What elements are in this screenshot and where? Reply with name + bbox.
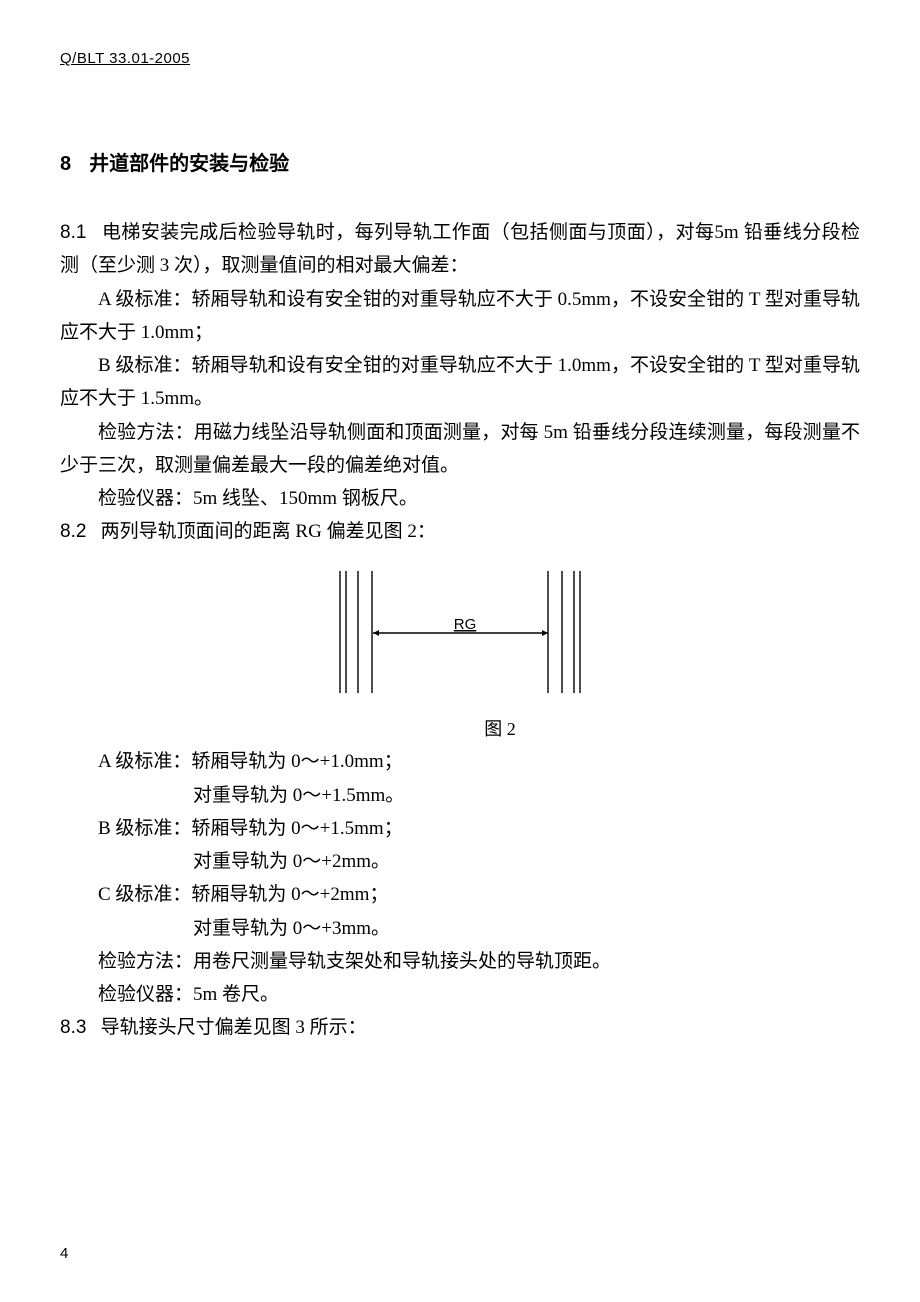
- svg-text:RG: RG: [454, 616, 477, 633]
- sub-8-1: 8.1 电梯安装完成后检验导轨时，每列导轨工作面（包括侧面与顶面），对每5m 铅…: [60, 216, 860, 283]
- sub-8-2-instrument: 检验仪器：5m 卷尺。: [60, 978, 860, 1011]
- sub-8-2: 8.2 两列导轨顶面间的距离 RG 偏差见图 2：: [60, 515, 860, 548]
- sub-8-1-b: B 级标准：轿厢导轨和设有安全钳的对重导轨应不大于 1.0mm，不设安全钳的 T…: [60, 349, 860, 416]
- sub-8-2-method: 检验方法：用卷尺测量导轨支架处和导轨接头处的导轨顶距。: [60, 945, 860, 978]
- section-title-text: 井道部件的安装与检验: [89, 153, 289, 175]
- sub-8-3-lead: 导轨接头尺寸偏差见图 3 所示：: [101, 1017, 367, 1038]
- sub-8-1-method: 检验方法：用磁力线坠沿导轨侧面和顶面测量，对每 5m 铅垂线分段连续测量，每段测…: [60, 416, 860, 483]
- page: Q/BLT 33.01-2005 8 井道部件的安装与检验 8.1 电梯安装完成后…: [0, 0, 920, 1302]
- std-c-line2: 对重导轨为 0～+3mm。: [60, 912, 860, 945]
- sub-number: 8.1: [60, 222, 86, 243]
- sub-8-1-instrument: 检验仪器：5m 线坠、150mm 钢板尺。: [60, 482, 860, 515]
- sub-8-1-a: A 级标准：轿厢导轨和设有安全钳的对重导轨应不大于 0.5mm，不设安全钳的 T…: [60, 283, 860, 350]
- document-id: Q/BLT 33.01-2005: [60, 50, 860, 67]
- figure-2-caption: 图 2: [140, 714, 860, 746]
- std-b-line1: B 级标准：轿厢导轨为 0～+1.5mm；: [60, 812, 860, 845]
- std-b-line2: 对重导轨为 0～+2mm。: [60, 845, 860, 878]
- figure-2: RG: [60, 567, 860, 708]
- sub-8-2-lead: 两列导轨顶面间的距离 RG 偏差见图 2：: [101, 521, 436, 542]
- page-number: 4: [60, 1245, 68, 1262]
- standards-block: A 级标准：轿厢导轨为 0～+1.0mm； 对重导轨为 0～+1.5mm。 B …: [60, 745, 860, 1011]
- sub-8-3: 8.3 导轨接头尺寸偏差见图 3 所示：: [60, 1011, 860, 1044]
- rg-diagram: RG: [330, 567, 590, 697]
- section-title: 8 井道部件的安装与检验: [60, 147, 860, 176]
- sub-8-1-lead: 电梯安装完成后检验导轨时，每列导轨工作面（包括侧面与顶面），对每5m 铅垂线分段…: [60, 222, 860, 276]
- sub-number: 8.2: [60, 521, 86, 542]
- std-a-line2: 对重导轨为 0～+1.5mm。: [60, 779, 860, 812]
- section-number: 8: [60, 153, 71, 176]
- body-text: 8.1 电梯安装完成后检验导轨时，每列导轨工作面（包括侧面与顶面），对每5m 铅…: [60, 216, 860, 1045]
- std-a-line1: A 级标准：轿厢导轨为 0～+1.0mm；: [60, 745, 860, 778]
- sub-number: 8.3: [60, 1017, 86, 1038]
- std-c-line1: C 级标准：轿厢导轨为 0～+2mm；: [60, 878, 860, 911]
